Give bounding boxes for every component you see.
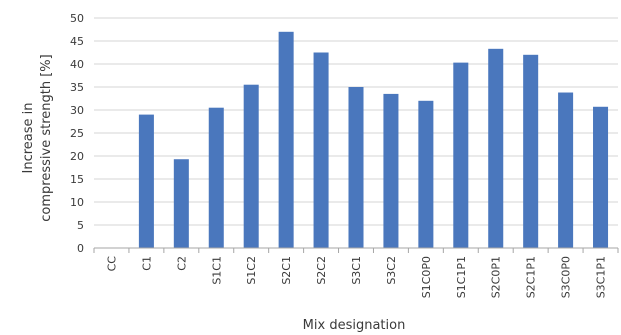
y-tick-label: 25	[70, 127, 84, 140]
y-axis-title-line-1: Increase in	[21, 103, 36, 174]
bar-s2c0p1	[488, 48, 504, 248]
x-tick-label: S2C1P1	[525, 256, 538, 298]
x-axis-ticks: CC C1 C2 S1C1 S1C2 S2C1 S2C2 S3C1 S3C2 S1C0P0 S1C1…	[105, 256, 607, 299]
bar-s1c1p1	[453, 62, 469, 249]
x-axis-title: Mix designation	[303, 318, 406, 333]
x-tick-label: S3C1P1	[595, 256, 608, 298]
bar-series	[138, 31, 609, 249]
y-tick-label: 5	[77, 219, 84, 232]
x-tick-label: C2	[175, 256, 188, 271]
x-tick-label: S3C2	[385, 256, 398, 285]
bar-s2c2	[313, 52, 329, 248]
bar-s3c1	[348, 87, 364, 248]
bar-s1c2	[243, 84, 259, 248]
x-tick-label: S2C1	[280, 256, 293, 285]
x-tick-label: S1C1	[210, 256, 223, 285]
bar-s3c0p0	[558, 92, 574, 249]
y-tick-label: 20	[70, 150, 84, 163]
y-tick-label: 35	[70, 81, 84, 94]
x-tick-label: S2C0P1	[490, 256, 503, 298]
bar-s1c0p0	[418, 100, 434, 248]
x-tick-label: S2C2	[315, 256, 328, 285]
x-axis	[93, 247, 619, 253]
y-tick-label: 45	[70, 35, 84, 48]
x-tick-label: S1C2	[245, 256, 258, 285]
y-tick-label: 15	[70, 173, 84, 186]
bar-s3c2	[383, 93, 399, 249]
y-tick-label: 10	[70, 196, 84, 209]
bar-c1	[138, 114, 154, 248]
y-tick-label: 0	[77, 242, 84, 255]
y-tick-label: 30	[70, 104, 84, 117]
x-tick-label: CC	[105, 256, 118, 272]
x-tick-label: S3C0P0	[560, 256, 573, 298]
y-axis-ticks: 0 5 10 15 20 25 30 35 40 45 50	[70, 12, 84, 255]
bar-s1c1	[208, 107, 224, 248]
y-tick-label: 40	[70, 58, 84, 71]
bar-s3c1p1	[593, 106, 609, 248]
x-tick-label: S1C1P1	[455, 256, 468, 298]
y-tick-label: 50	[70, 12, 84, 25]
x-tick-label: C1	[140, 256, 153, 271]
bar-s2c1p1	[523, 54, 539, 248]
x-tick-label: S3C1	[350, 256, 363, 285]
y-axis-title-line-2: compressive strength [%]	[39, 54, 54, 221]
bar-c2	[173, 159, 189, 248]
x-tick-label: S1C0P0	[420, 256, 433, 298]
bar-s2c1	[278, 31, 294, 248]
